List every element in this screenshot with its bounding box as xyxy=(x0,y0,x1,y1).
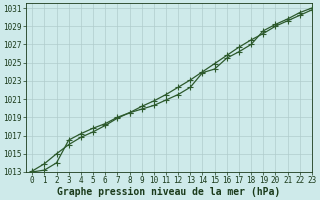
X-axis label: Graphe pression niveau de la mer (hPa): Graphe pression niveau de la mer (hPa) xyxy=(57,186,281,197)
